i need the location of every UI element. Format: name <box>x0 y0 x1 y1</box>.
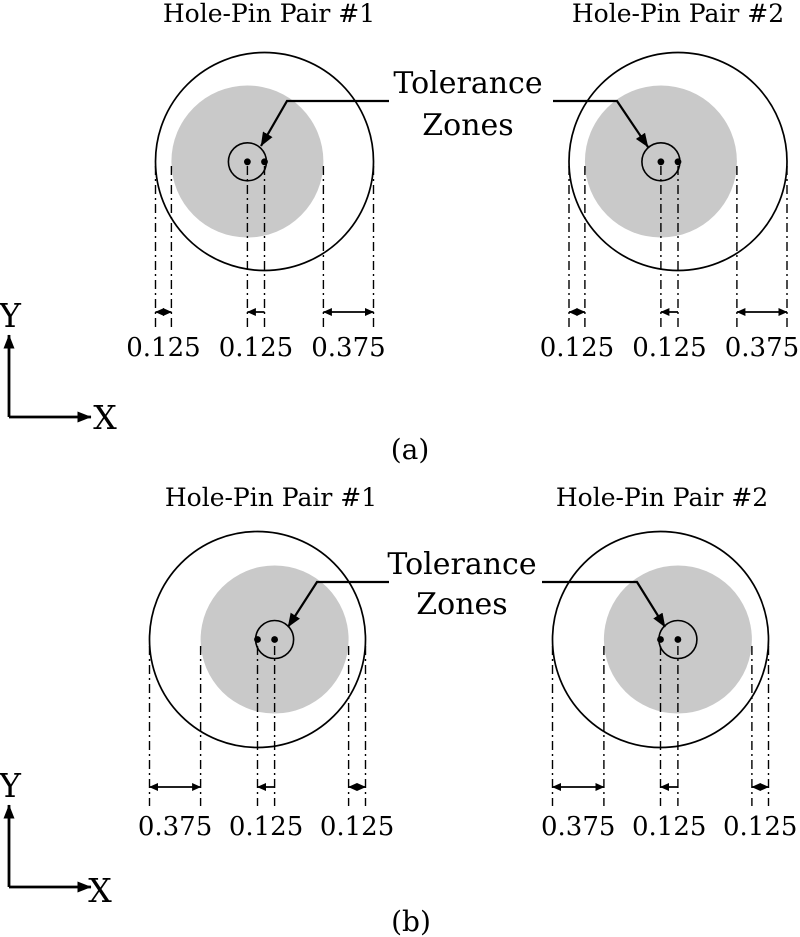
tolerance-zones-label: Tolerance <box>393 66 542 101</box>
center-dot <box>674 636 682 643</box>
dimension-label: 0.125 <box>632 333 706 363</box>
leader-arrow <box>287 580 389 628</box>
center-dot <box>244 158 251 166</box>
dimension-label: 0.375 <box>725 333 799 363</box>
y-axis-label: Y <box>0 296 22 335</box>
dimension-label: 0.125 <box>219 333 293 363</box>
dimension-label: 0.125 <box>320 812 394 842</box>
hole-circle <box>568 51 788 272</box>
hole-circle <box>154 51 375 272</box>
y-axis-label: Y <box>0 766 22 805</box>
dimension-label: 0.375 <box>541 812 615 842</box>
dimension-label: 0.125 <box>540 333 614 363</box>
tolerance-zones-label: Tolerance <box>387 547 536 582</box>
center-dot <box>657 636 664 643</box>
panel-caption: (a) <box>391 433 430 466</box>
dimension-label: 0.375 <box>311 333 385 363</box>
center-dot <box>254 636 261 643</box>
center-dot <box>271 636 278 643</box>
tolerance-zones-label: Zones <box>422 108 513 143</box>
panel-caption: (b) <box>391 905 431 937</box>
pair-title: Hole-Pin Pair #1 <box>163 0 375 28</box>
leader-arrow <box>553 99 649 148</box>
dimension-label: 0.375 <box>138 812 212 842</box>
center-dot <box>674 158 682 166</box>
tolerance-zones-label: Zones <box>416 587 507 622</box>
x-axis-label: X <box>93 398 117 437</box>
leader-arrow <box>260 99 389 147</box>
leader-arrow <box>542 580 666 628</box>
dimension-label: 0.125 <box>229 812 303 842</box>
center-dot <box>657 158 665 166</box>
center-dot <box>261 158 268 166</box>
dimension-label: 0.125 <box>126 333 200 363</box>
pair-title: Hole-Pin Pair #2 <box>556 483 768 512</box>
x-axis-label: X <box>88 871 112 910</box>
pair-title: Hole-Pin Pair #1 <box>165 483 377 512</box>
pair-title: Hole-Pin Pair #2 <box>572 0 784 28</box>
dimension-label: 0.125 <box>723 812 797 842</box>
dimension-label: 0.125 <box>632 812 706 842</box>
